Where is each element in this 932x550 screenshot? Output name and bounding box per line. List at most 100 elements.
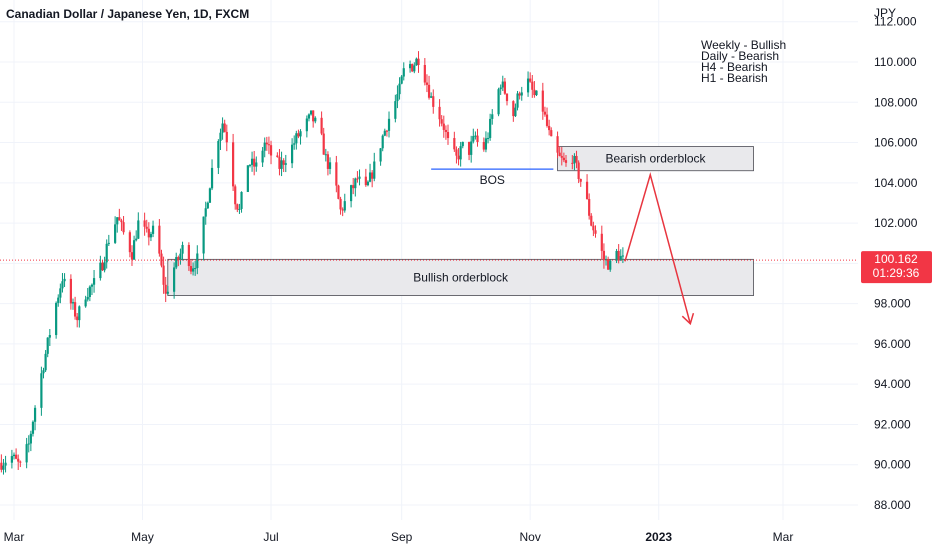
candle-body [516, 93, 519, 108]
candle-body [145, 226, 148, 229]
candle-body [484, 138, 488, 150]
candle-body [476, 135, 479, 143]
candle-body [474, 135, 477, 137]
candle-body [267, 144, 271, 146]
chart-title: Canadian Dollar / Japanese Yen, 1D, FXCM [6, 7, 249, 21]
candle-body [99, 262, 102, 279]
candle-body [446, 131, 450, 139]
candle-body [381, 135, 384, 149]
candle-body [594, 230, 597, 234]
candle-body [455, 149, 458, 156]
candle-body [423, 64, 426, 83]
price-axis[interactable]: 88.000 90.000 92.000 94.000 96.000 98.000 100.… [874, 15, 918, 512]
candle-body [430, 96, 433, 98]
candle-body [585, 181, 589, 199]
time-axis[interactable]: Mar May Jul Sep Nov 2023 Mar [4, 530, 794, 544]
candle-body [0, 462, 3, 470]
candle-body [299, 131, 302, 137]
candle-body [364, 176, 367, 186]
candle-body [240, 191, 243, 209]
candle-body [548, 125, 551, 131]
y-tick-label: 88.000 [874, 498, 911, 512]
candle-body [427, 84, 431, 98]
candle-body [217, 140, 220, 168]
candle-body [615, 250, 618, 261]
candle-body [408, 64, 412, 69]
candle-body [514, 107, 517, 117]
candle-body [470, 141, 473, 155]
candle-body [400, 76, 403, 84]
candle-body [208, 188, 212, 203]
candle-body [343, 201, 346, 211]
candle-body [284, 163, 287, 165]
bearish-orderblock [557, 146, 754, 172]
candle-body [63, 278, 66, 282]
candle-body [221, 123, 224, 133]
candle-body [210, 167, 214, 189]
candle-body [177, 257, 180, 261]
candle-body [293, 143, 296, 145]
candle-body [92, 278, 96, 285]
candle-body [206, 202, 209, 209]
candle-body [520, 92, 523, 96]
candle-body [560, 155, 563, 158]
candle-body [358, 176, 361, 179]
candle-body [114, 224, 117, 243]
candle-body [425, 82, 429, 85]
candle-body [467, 141, 471, 155]
projection-arrowhead [681, 313, 695, 326]
candle-body [55, 302, 58, 336]
candle-body [238, 208, 241, 210]
candle-body [564, 160, 568, 163]
candle-body [328, 162, 332, 169]
candle-body [533, 89, 536, 96]
candle-body [501, 81, 504, 88]
candle-body [248, 164, 252, 166]
candle-body [204, 208, 207, 217]
candle-body [320, 117, 323, 134]
candle-body [295, 133, 298, 144]
candle-body [17, 458, 20, 462]
candle-body [518, 93, 521, 96]
candle-body [307, 114, 311, 119]
candle-body [191, 268, 195, 272]
candle-body [438, 106, 441, 120]
candle-body [482, 142, 485, 150]
candle-body [25, 444, 28, 463]
candle-body [486, 137, 490, 139]
x-tick-label: Jul [263, 530, 278, 544]
candle-body [84, 299, 87, 307]
candle-body [265, 142, 268, 145]
bearish-orderblock-label: Bearish orderblock [606, 152, 707, 166]
candle-body [575, 155, 578, 163]
candle-body [71, 302, 75, 304]
y-tick-label: 112.000 [874, 15, 917, 29]
candle-body [69, 278, 72, 304]
x-tick-label: 2023 [645, 530, 672, 544]
x-tick-label: Mar [773, 530, 794, 544]
candle-body [234, 186, 237, 205]
candle-body [535, 90, 538, 96]
candle-body [42, 370, 45, 374]
candle-body [324, 154, 327, 156]
candle-body [339, 198, 342, 210]
candle-body [10, 456, 13, 463]
candle-body [76, 316, 79, 321]
candle-body [88, 286, 91, 298]
candle-body [590, 215, 593, 226]
bullish-orderblock-label: Bullish orderblock [413, 270, 509, 284]
candle-body [499, 87, 502, 90]
candle-body [503, 81, 506, 94]
candle-body [457, 155, 460, 160]
candle-body [103, 262, 106, 271]
candle-body [33, 407, 37, 422]
candle-body [314, 117, 317, 122]
candle-body [312, 110, 315, 122]
candle-body [617, 250, 620, 261]
candle-body [489, 118, 492, 138]
candle-body [181, 244, 184, 254]
y-tick-label: 98.000 [874, 297, 911, 311]
candle-body [349, 185, 353, 202]
price-badge-bg [861, 251, 932, 284]
candle-body [432, 96, 435, 107]
